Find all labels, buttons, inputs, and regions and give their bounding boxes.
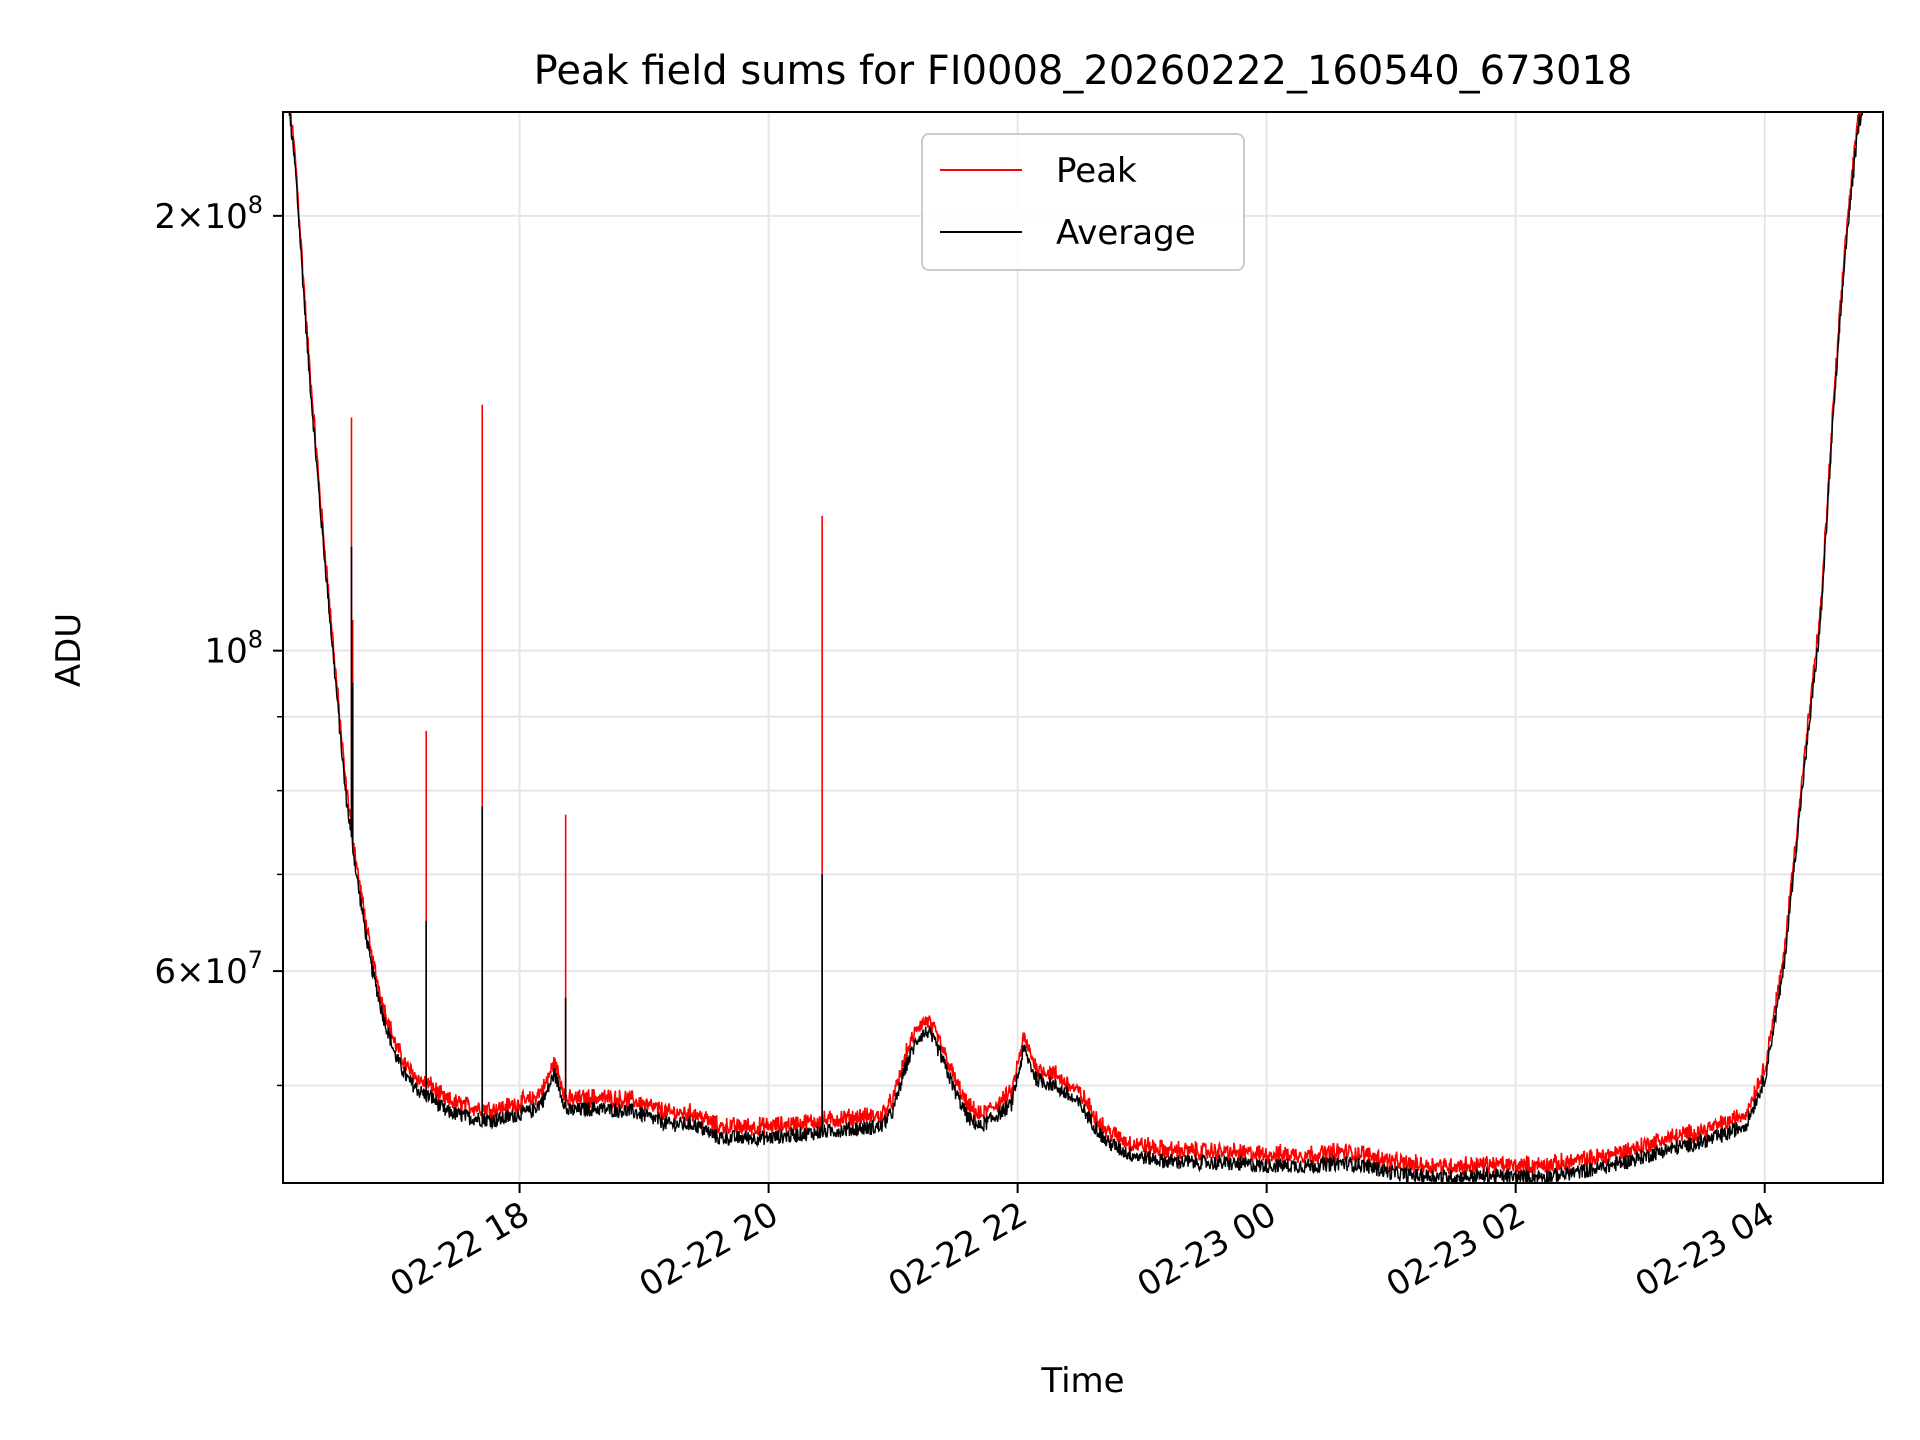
legend: Peak Average bbox=[921, 133, 1245, 271]
axes-frame bbox=[282, 111, 1884, 1184]
average-series-line bbox=[288, 112, 1864, 1183]
y-tick-label-0: 6×107 bbox=[154, 946, 263, 992]
plot-series bbox=[288, 112, 1864, 1183]
x-axis-label: Time bbox=[1040, 1361, 1124, 1401]
y-tick-label-1: 108 bbox=[204, 626, 263, 672]
grid-lines bbox=[283, 112, 1883, 1183]
y-axis-ticks: 6×107 108 2×108 bbox=[154, 191, 283, 1087]
legend-peak-label: Peak bbox=[1056, 151, 1137, 191]
chart-title: Peak field sums for FI0008_20260222_1605… bbox=[534, 48, 1633, 94]
y-tick-label-2: 2×108 bbox=[154, 191, 263, 237]
legend-average-label: Average bbox=[1056, 213, 1196, 253]
y-axis-label: ADU bbox=[49, 613, 89, 687]
legend-box bbox=[921, 133, 1245, 271]
peak-series-line bbox=[289, 112, 1862, 1177]
